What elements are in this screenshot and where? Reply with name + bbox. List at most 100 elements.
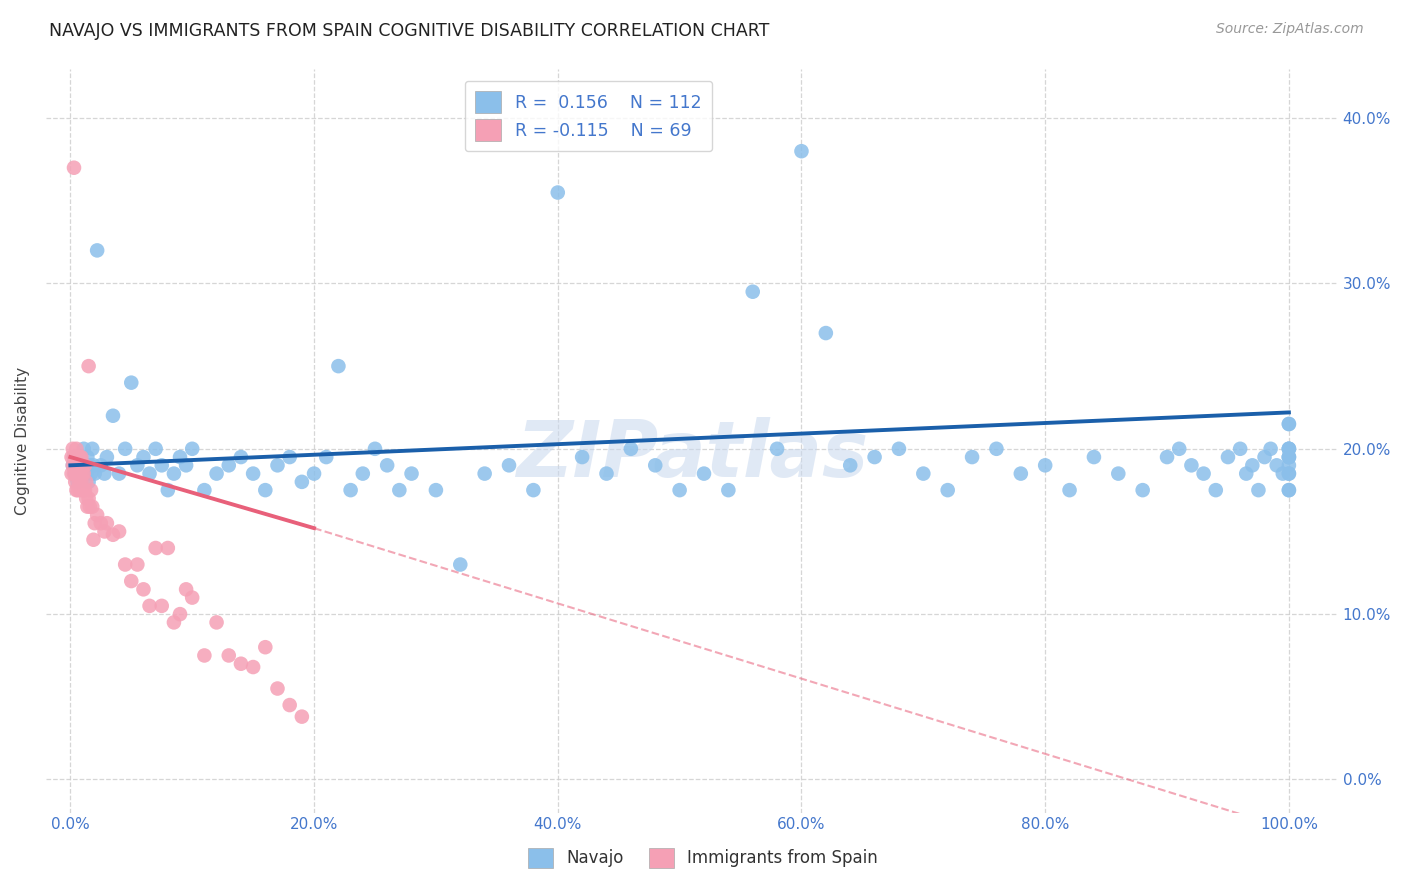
Point xyxy=(90,516,112,531)
Point xyxy=(1107,467,1129,481)
Point xyxy=(69,450,91,464)
Point xyxy=(1234,467,1257,481)
Point xyxy=(1278,458,1301,473)
Point xyxy=(82,458,104,473)
Point xyxy=(1278,417,1301,431)
Point xyxy=(86,244,108,258)
Point xyxy=(912,467,935,481)
Point xyxy=(65,450,87,464)
Point xyxy=(1278,450,1301,464)
Point xyxy=(63,450,86,464)
Point xyxy=(1278,483,1301,497)
Point xyxy=(291,475,314,489)
Point xyxy=(863,450,886,464)
Point xyxy=(79,458,101,473)
Point xyxy=(67,450,90,464)
Point xyxy=(70,475,93,489)
Point xyxy=(108,524,131,539)
Point xyxy=(174,458,197,473)
Point xyxy=(364,442,387,456)
Point xyxy=(65,442,87,456)
Point xyxy=(73,467,96,481)
Point xyxy=(114,442,136,456)
Point xyxy=(96,450,118,464)
Point xyxy=(839,458,862,473)
Point xyxy=(1132,483,1154,497)
Point xyxy=(93,524,115,539)
Point xyxy=(62,442,84,456)
Point xyxy=(278,450,301,464)
Point xyxy=(218,648,240,663)
Point xyxy=(547,186,569,200)
Point xyxy=(242,467,264,481)
Point xyxy=(73,483,96,497)
Point xyxy=(72,467,94,481)
Point xyxy=(693,467,716,481)
Point xyxy=(86,508,108,522)
Point xyxy=(174,582,197,597)
Text: NAVAJO VS IMMIGRANTS FROM SPAIN COGNITIVE DISABILITY CORRELATION CHART: NAVAJO VS IMMIGRANTS FROM SPAIN COGNITIV… xyxy=(49,22,769,40)
Point xyxy=(1278,442,1301,456)
Point xyxy=(1271,467,1294,481)
Point xyxy=(620,442,643,456)
Point xyxy=(1192,467,1215,481)
Point xyxy=(66,483,89,497)
Point xyxy=(73,483,96,497)
Point xyxy=(181,591,204,605)
Point xyxy=(108,467,131,481)
Point xyxy=(77,475,100,489)
Point xyxy=(302,467,325,481)
Point xyxy=(72,483,94,497)
Point xyxy=(69,467,91,481)
Point xyxy=(1156,450,1178,464)
Legend: R =  0.156    N = 112, R = -0.115    N = 69: R = 0.156 N = 112, R = -0.115 N = 69 xyxy=(465,81,713,151)
Text: Source: ZipAtlas.com: Source: ZipAtlas.com xyxy=(1216,22,1364,37)
Point xyxy=(388,483,411,497)
Point xyxy=(79,500,101,514)
Point xyxy=(62,458,84,473)
Point xyxy=(127,558,149,572)
Point xyxy=(375,458,398,473)
Point xyxy=(96,516,118,531)
Point xyxy=(1229,442,1251,456)
Point xyxy=(66,467,89,481)
Point xyxy=(69,450,91,464)
Legend: Navajo, Immigrants from Spain: Navajo, Immigrants from Spain xyxy=(522,841,884,875)
Point xyxy=(83,467,105,481)
Point xyxy=(814,326,837,340)
Point xyxy=(65,467,87,481)
Point xyxy=(1278,483,1301,497)
Point xyxy=(1253,450,1275,464)
Point xyxy=(291,709,314,723)
Point xyxy=(1168,442,1191,456)
Point xyxy=(1278,467,1301,481)
Point xyxy=(1247,483,1270,497)
Point xyxy=(145,541,167,555)
Point xyxy=(163,615,186,630)
Point xyxy=(62,458,84,473)
Point xyxy=(1260,442,1282,456)
Point xyxy=(60,450,83,464)
Point xyxy=(1241,458,1264,473)
Point xyxy=(266,458,288,473)
Point xyxy=(150,458,173,473)
Point xyxy=(101,409,124,423)
Point xyxy=(66,450,89,464)
Point xyxy=(229,657,252,671)
Point xyxy=(1205,483,1227,497)
Point xyxy=(218,458,240,473)
Point xyxy=(63,467,86,481)
Point xyxy=(498,458,520,473)
Point xyxy=(63,467,86,481)
Point xyxy=(145,442,167,456)
Point xyxy=(82,442,104,456)
Y-axis label: Cognitive Disability: Cognitive Disability xyxy=(15,367,30,515)
Point xyxy=(644,458,666,473)
Point xyxy=(1010,467,1032,481)
Point xyxy=(138,467,160,481)
Point xyxy=(66,458,89,473)
Point xyxy=(1278,450,1301,464)
Point xyxy=(63,161,86,175)
Point xyxy=(72,467,94,481)
Point xyxy=(266,681,288,696)
